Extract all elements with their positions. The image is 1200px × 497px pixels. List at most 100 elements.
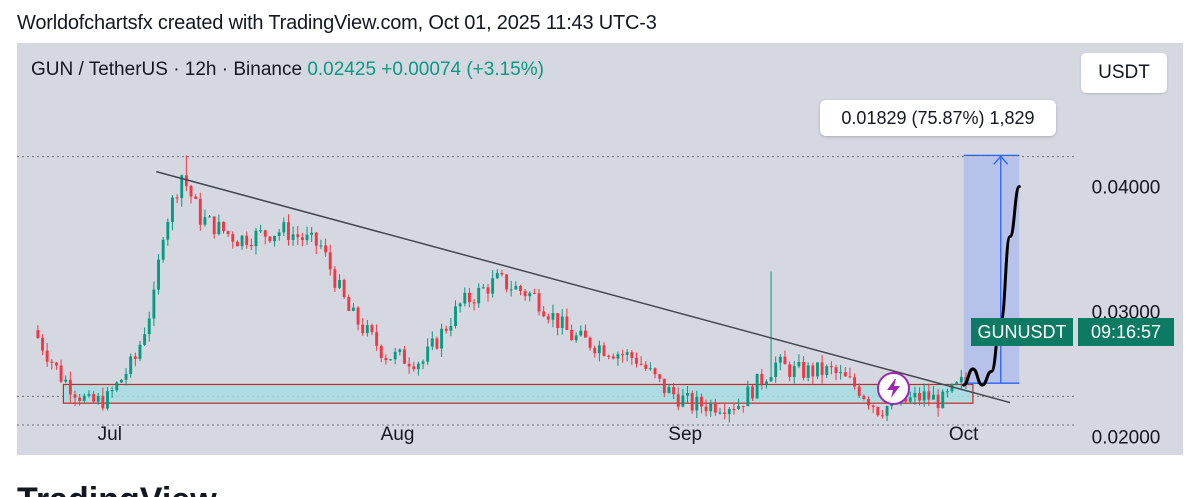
candle-body bbox=[611, 356, 615, 359]
candle-body bbox=[704, 406, 708, 412]
candle-body bbox=[806, 365, 810, 378]
candle-body bbox=[240, 235, 244, 247]
candle-body bbox=[300, 237, 304, 241]
candle-body bbox=[194, 196, 198, 199]
candle-body bbox=[101, 395, 105, 409]
candle-body bbox=[853, 377, 857, 387]
candle-body bbox=[945, 391, 949, 393]
lightning-icon[interactable] bbox=[877, 372, 910, 405]
candle-body bbox=[876, 407, 880, 416]
candle-body bbox=[268, 236, 272, 242]
candle-body bbox=[741, 405, 745, 407]
candle-body bbox=[370, 325, 374, 333]
candle-body bbox=[138, 344, 142, 359]
candle-body bbox=[528, 293, 532, 297]
candle-body bbox=[788, 364, 792, 377]
candle-body bbox=[532, 293, 536, 295]
candle-body bbox=[324, 245, 328, 253]
candle-body bbox=[259, 230, 263, 232]
price-change: +0.00074 (+3.15%) bbox=[381, 59, 544, 80]
candle-body bbox=[885, 406, 889, 416]
candle-body bbox=[55, 362, 58, 366]
candle-body bbox=[584, 330, 587, 338]
candle-body bbox=[867, 398, 870, 406]
candle-body bbox=[862, 395, 866, 399]
candle-body bbox=[333, 269, 337, 288]
measure-arrow-head bbox=[993, 155, 1009, 165]
x-tick-label: Jul bbox=[98, 424, 122, 445]
candle-body bbox=[263, 230, 267, 237]
candle-body bbox=[254, 230, 258, 247]
candle-body bbox=[129, 356, 133, 374]
candle-body bbox=[212, 216, 216, 235]
candle-body bbox=[430, 338, 434, 347]
candle-body bbox=[843, 372, 847, 377]
candle-body bbox=[491, 278, 495, 294]
candle-body bbox=[347, 297, 351, 311]
candle-body bbox=[570, 329, 573, 341]
candle-body bbox=[78, 397, 82, 401]
candle-body bbox=[635, 357, 638, 364]
candle-body bbox=[73, 394, 77, 398]
candle-body bbox=[751, 386, 754, 399]
candle-body bbox=[157, 259, 160, 290]
candle-body bbox=[718, 412, 722, 414]
candle-body bbox=[68, 379, 72, 395]
candle-body bbox=[41, 338, 44, 351]
candle-body bbox=[667, 387, 671, 394]
candle-body bbox=[616, 354, 620, 359]
candle-body bbox=[621, 354, 625, 356]
candle-body bbox=[226, 231, 230, 234]
candle-body bbox=[407, 363, 411, 367]
candle-body bbox=[454, 306, 457, 327]
candle-body bbox=[467, 292, 471, 303]
symbol-legend: GUN / TetherUS · 12h · Binance 0.02425 +… bbox=[31, 59, 544, 81]
candle-body bbox=[82, 395, 86, 401]
candle-body bbox=[737, 405, 741, 410]
candle-body bbox=[723, 412, 727, 415]
candle-body bbox=[152, 289, 156, 319]
measure-label: 0.01829 (75.87%) 1,829 bbox=[820, 100, 1056, 136]
candle-body bbox=[523, 291, 527, 297]
candle-body bbox=[936, 394, 940, 409]
candle-body bbox=[519, 286, 522, 292]
candle-body bbox=[542, 311, 546, 317]
candle-body bbox=[161, 239, 165, 260]
candle-body bbox=[351, 307, 355, 311]
candle-body bbox=[769, 376, 773, 382]
candle-body bbox=[421, 361, 425, 364]
candle-body bbox=[426, 346, 430, 362]
candle-body bbox=[732, 409, 736, 411]
candle-body bbox=[922, 391, 926, 401]
candle-body bbox=[328, 252, 332, 270]
candle-body bbox=[175, 197, 179, 199]
candle-body bbox=[143, 334, 147, 345]
candle-body bbox=[184, 175, 188, 186]
candle-body bbox=[816, 362, 819, 377]
currency-button[interactable]: USDT bbox=[1081, 53, 1167, 93]
candle-body bbox=[825, 366, 829, 376]
candle-body bbox=[959, 376, 963, 383]
candle-body bbox=[305, 234, 309, 241]
candle-body bbox=[829, 366, 833, 368]
candle-body bbox=[403, 349, 406, 364]
candle-body bbox=[505, 274, 508, 290]
candle-body bbox=[203, 217, 207, 225]
candle-body bbox=[778, 356, 782, 363]
candle-body bbox=[644, 364, 648, 369]
candle-body bbox=[119, 379, 123, 383]
candle-body bbox=[690, 393, 694, 411]
candle-body bbox=[59, 365, 63, 382]
candle-body bbox=[932, 394, 935, 400]
candle-body bbox=[198, 198, 202, 225]
candle-body bbox=[166, 221, 170, 240]
candle-body bbox=[727, 409, 731, 415]
candle-body bbox=[509, 289, 513, 291]
candle-body bbox=[342, 279, 346, 298]
y-tick-label: 0.04000 bbox=[1092, 178, 1161, 199]
candle-body bbox=[384, 357, 388, 361]
candle-body bbox=[365, 325, 369, 334]
candle-body bbox=[811, 365, 815, 377]
candle-body bbox=[880, 415, 884, 417]
candle-body bbox=[87, 394, 91, 396]
